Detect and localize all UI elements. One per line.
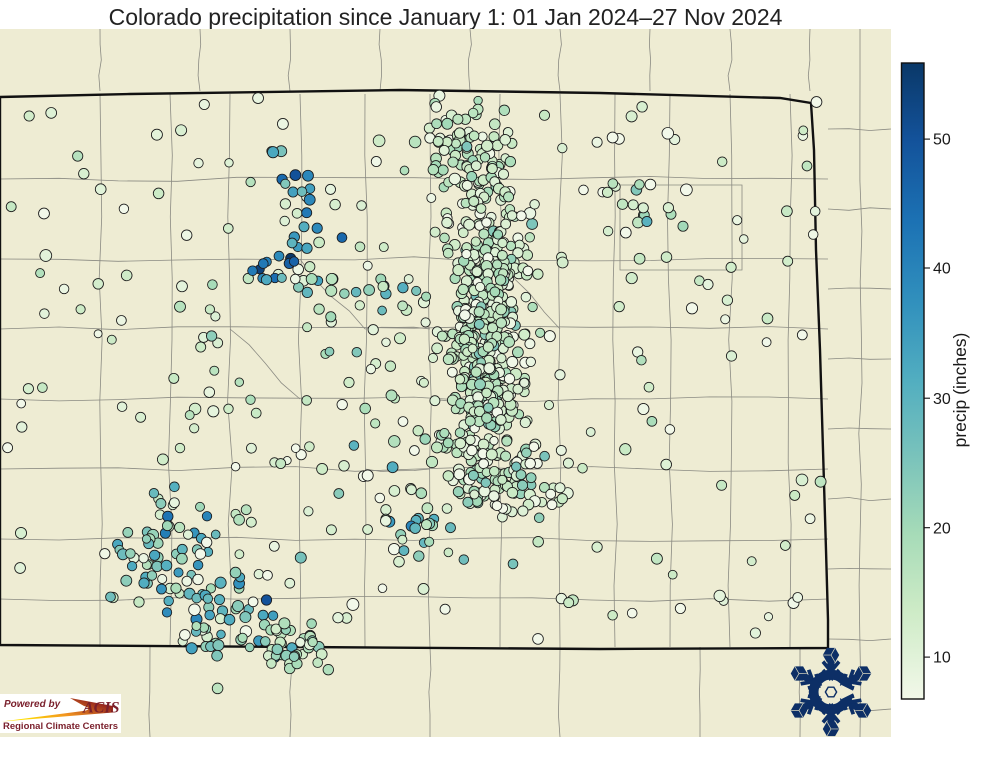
svg-text:50: 50 xyxy=(933,132,951,149)
svg-text:10: 10 xyxy=(933,650,951,667)
svg-text:40: 40 xyxy=(933,261,951,278)
svg-text:ACIS: ACIS xyxy=(82,700,120,717)
svg-text:20: 20 xyxy=(933,520,951,537)
svg-text:Regional Climate Centers: Regional Climate Centers xyxy=(3,721,118,731)
svg-text:Powered by: Powered by xyxy=(4,699,61,710)
svg-text:30: 30 xyxy=(933,391,951,408)
svg-text:precip (inches): precip (inches) xyxy=(950,333,970,448)
